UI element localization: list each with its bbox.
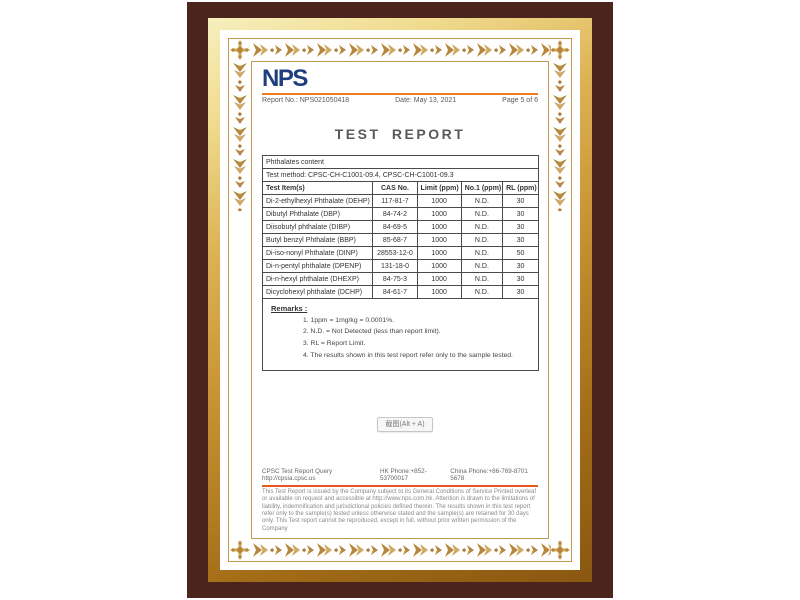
ornament-corner-rosette-icon <box>230 40 250 60</box>
cell-test-item: Di-2-ethylhexyl Phthalate (DEHP) <box>261 194 374 208</box>
table-row: Phthalates content <box>262 155 539 169</box>
ornament-band-left-icon <box>229 61 251 211</box>
table-row: Dibutyl Phthalate (DBP) 84-74-2 1000 N.D… <box>261 207 539 221</box>
cell-test-item: Diisobutyl phthalate (DIBP) <box>261 220 374 234</box>
cell-test-item: Di-iso-nonyl Phthalate (DINP) <box>261 246 374 260</box>
screenshot-button[interactable]: 截图(Alt + A) <box>377 417 433 432</box>
col-header-limit: Limit (ppm) <box>416 181 462 195</box>
nps-logo: NPS <box>262 65 308 92</box>
remark-item: 3. RL = Report Limit. <box>303 340 366 348</box>
certificate-paper: NPS Report No.: NPS021050418 Date: May 1… <box>220 30 580 570</box>
cell-result: N.D. <box>460 233 504 247</box>
ornament-corner-rosette-icon <box>230 540 250 560</box>
footer-query-link: CPSC Test Report Query http://cpsia.cpsc… <box>262 468 333 483</box>
cell-result: N.D. <box>460 220 504 234</box>
remarks-box: Remarks : 1. 1ppm = 1mg/kg = 0.0001%. 2.… <box>262 298 539 371</box>
footer-hk-phone: HK Phone:+852-53700017 <box>380 468 427 483</box>
cell-result: N.D. <box>460 285 504 299</box>
table-row: Diisobutyl phthalate (DIBP) 84-69-5 1000… <box>261 220 539 234</box>
header-divider <box>262 93 538 95</box>
report-title: TEST REPORT <box>334 126 466 142</box>
ornament-outer-line <box>228 38 572 562</box>
cell-test-item: Di-n-pentyl phthalate (DPENP) <box>261 259 374 273</box>
table-row: Butyl benzyl Phthalate (BBP) 85-68-7 100… <box>261 233 539 247</box>
cell-cas: 84-61-7 <box>372 285 418 299</box>
cell-limit: 1000 <box>416 285 462 299</box>
ornament-corner-rosette-icon <box>550 540 570 560</box>
ornament-corner-rosette-icon <box>550 40 570 60</box>
cell-result: N.D. <box>460 207 504 221</box>
cell-rl: 30 <box>502 272 539 286</box>
picture-frame: NPS Report No.: NPS021050418 Date: May 1… <box>187 2 613 598</box>
table-section-title: Phthalates content <box>262 155 539 169</box>
report-content: NPS Report No.: NPS021050418 Date: May 1… <box>252 62 548 538</box>
cell-result: N.D. <box>460 272 504 286</box>
cell-test-item: Butyl benzyl Phthalate (BBP) <box>261 233 374 247</box>
table-header-row: Test Item(s) CAS No. Limit (ppm) No.1 (p… <box>261 181 539 195</box>
table-row: Di-n-pentyl phthalate (DPENP) 131-18-0 1… <box>261 259 539 273</box>
ornament-band-top-icon <box>251 39 551 61</box>
cell-test-item: Dicyclohexyl phthalate (DCHP) <box>261 285 374 299</box>
gold-frame-border: NPS Report No.: NPS021050418 Date: May 1… <box>208 18 592 582</box>
table-row: Di-2-ethylhexyl Phthalate (DEHP) 117-81-… <box>261 194 539 208</box>
footer-divider <box>262 485 538 488</box>
col-header-test-items: Test Item(s) <box>261 181 374 195</box>
cell-cas: 84-69-5 <box>372 220 418 234</box>
cell-rl: 30 <box>502 233 539 247</box>
footer-china-phone: China Phone:+86-769-8701 5678 <box>450 468 528 483</box>
col-header-rl: RL (ppm) <box>502 181 539 195</box>
cell-test-item: Di-n-hexyl phthalate (DHEXP) <box>261 272 374 286</box>
table-row: Di-n-hexyl phthalate (DHEXP) 84-75-3 100… <box>261 272 539 286</box>
report-date: Date: May 13, 2021 <box>395 97 457 104</box>
cell-test-item: Dibutyl Phthalate (DBP) <box>261 207 374 221</box>
cell-limit: 1000 <box>416 207 462 221</box>
cell-rl: 30 <box>502 285 539 299</box>
table-test-method: Test method: CPSC-CH-C1001-09.4, CPSC-CH… <box>262 168 539 182</box>
cell-rl: 30 <box>502 207 539 221</box>
cell-cas: 28553-12-0 <box>372 246 418 260</box>
cell-limit: 1000 <box>416 233 462 247</box>
cell-limit: 1000 <box>416 194 462 208</box>
cell-limit: 1000 <box>416 272 462 286</box>
ornament-inner-line <box>251 61 549 539</box>
page-indicator: Page 5 of 6 <box>502 97 538 104</box>
cell-result: N.D. <box>460 259 504 273</box>
remark-item: 4. The results shown in this test report… <box>303 352 513 360</box>
cell-cas: 84-75-3 <box>372 272 418 286</box>
report-number: Report No.: NPS021050418 <box>262 97 350 104</box>
report-footer: CPSC Test Report Query http://cpsia.cpsc… <box>262 468 538 533</box>
cell-result: N.D. <box>460 246 504 260</box>
col-header-no1: No.1 (ppm) <box>460 181 504 195</box>
cell-limit: 1000 <box>416 246 462 260</box>
footer-contact-row: CPSC Test Report Query http://cpsia.cpsc… <box>262 468 538 482</box>
cell-rl: 30 <box>502 220 539 234</box>
results-table: Phthalates content Test method: CPSC-CH-… <box>261 155 539 299</box>
cell-rl: 30 <box>502 194 539 208</box>
cell-rl: 30 <box>502 259 539 273</box>
cell-cas: 85-68-7 <box>372 233 418 247</box>
col-header-cas-no: CAS No. <box>372 181 418 195</box>
table-row: Di-iso-nonyl Phthalate (DINP) 28553-12-0… <box>261 246 539 260</box>
remarks-heading: Remarks : <box>271 304 308 313</box>
remark-item: 2. N.D. = Not Detected (less than report… <box>303 328 441 336</box>
cell-limit: 1000 <box>416 259 462 273</box>
cell-cas: 117-81-7 <box>372 194 418 208</box>
cell-cas: 84-74-2 <box>372 207 418 221</box>
cell-limit: 1000 <box>416 220 462 234</box>
cell-result: N.D. <box>460 194 504 208</box>
footer-disclaimer: This Test Report is issued by the Compan… <box>262 489 537 532</box>
remark-item: 1. 1ppm = 1mg/kg = 0.0001%. <box>303 316 395 324</box>
cell-cas: 131-18-0 <box>372 259 418 273</box>
table-row: Test method: CPSC-CH-C1001-09.4, CPSC-CH… <box>262 168 539 182</box>
ornament-band-bottom-icon <box>251 539 551 561</box>
table-row: Dicyclohexyl phthalate (DCHP) 84-61-7 10… <box>261 285 539 299</box>
ornament-band-right-icon <box>549 61 571 211</box>
cell-rl: 50 <box>502 246 539 260</box>
report-meta-row: Report No.: NPS021050418 Date: May 13, 2… <box>262 97 538 104</box>
